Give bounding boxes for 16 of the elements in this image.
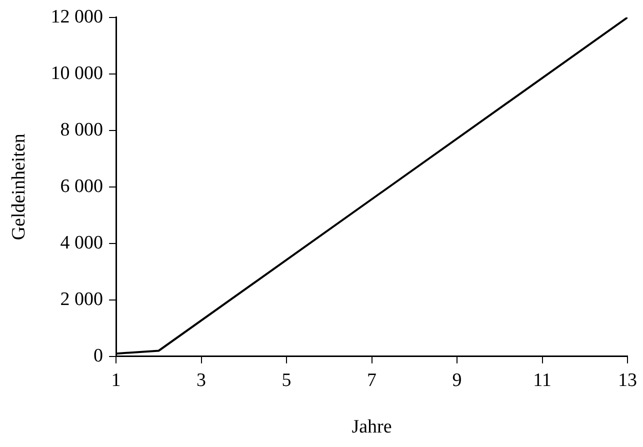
x-tick-label: 9 xyxy=(452,370,462,391)
y-axis-title: Geldeinheiten xyxy=(8,133,30,240)
x-tick-label: 11 xyxy=(533,370,552,391)
x-tick-label: 7 xyxy=(367,370,377,391)
x-axis-title: Jahre xyxy=(352,416,392,438)
x-tick-label: 5 xyxy=(282,370,292,391)
y-tick-label: 6 000 xyxy=(60,176,104,197)
y-tick-label: 4 000 xyxy=(60,232,104,254)
y-tick-label: 10 000 xyxy=(50,62,104,84)
x-tick-label: 13 xyxy=(618,370,637,391)
x-tick-label: 1 xyxy=(111,370,121,391)
y-tick-label: 12 000 xyxy=(50,6,104,28)
y-tick-label: 2 000 xyxy=(60,288,104,310)
y-tick-label: 8 000 xyxy=(60,119,104,140)
y-tick-label: 0 xyxy=(94,345,104,366)
x-tick-label: 3 xyxy=(196,370,206,391)
